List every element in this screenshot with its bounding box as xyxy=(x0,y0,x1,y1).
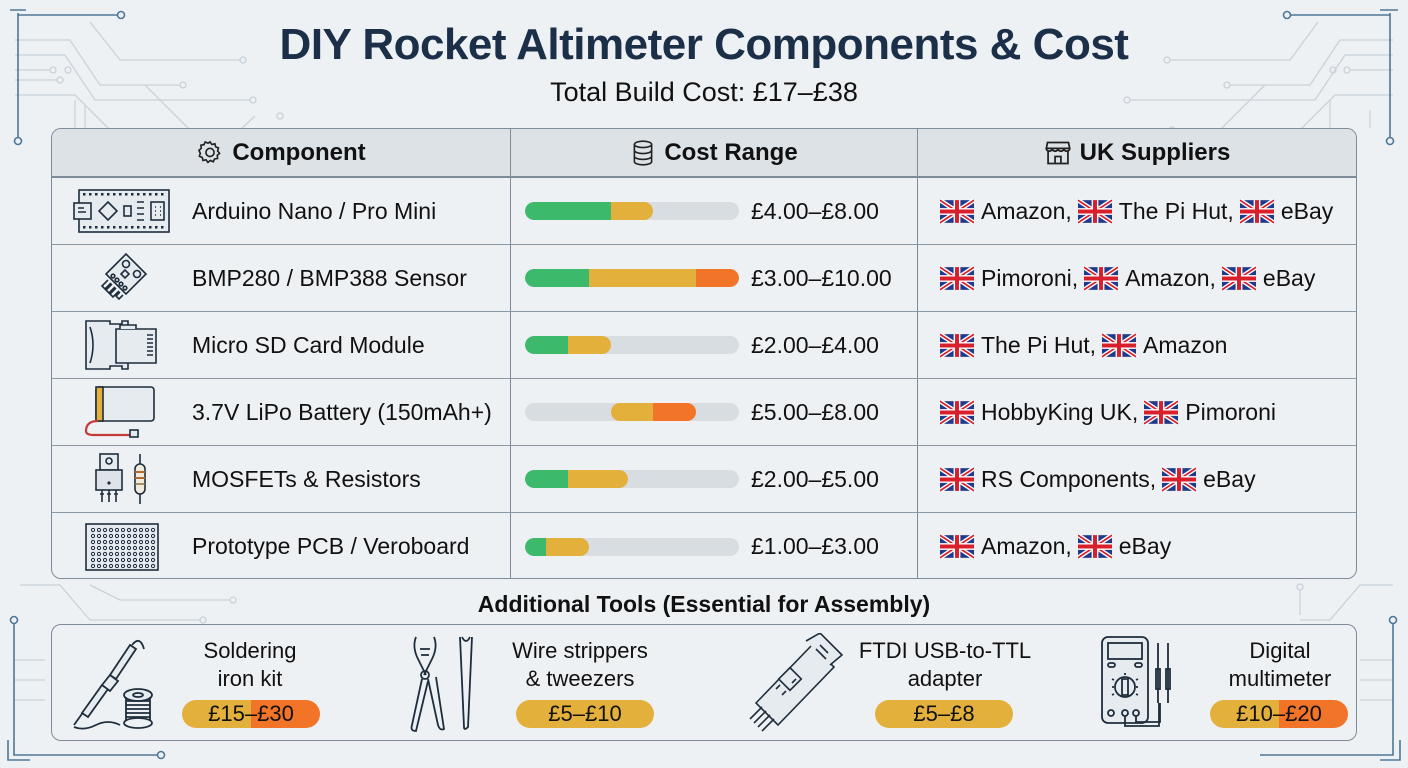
supplier-link[interactable]: Amazon xyxy=(1102,332,1227,359)
column-label: Component xyxy=(232,138,366,166)
uk-flag-icon xyxy=(1221,265,1256,291)
table-row: MOSFETs & Resistors £2.00–£5.00 RS Compo… xyxy=(52,446,1356,513)
column-header-uk-suppliers: UK Suppliers xyxy=(918,129,1356,176)
table-row: 3.7V LiPo Battery (150mAh+) £5.00–£8.00 … xyxy=(52,379,1356,446)
tool-label-line: Soldering xyxy=(203,638,297,663)
components-table: Component Cost Range UK Suppliers xyxy=(51,128,1357,579)
supplier-link[interactable]: HobbyKing UK, xyxy=(940,399,1138,426)
component-name: Micro SD Card Module xyxy=(192,331,425,358)
supplier-list: RS Components, eBay xyxy=(918,446,1356,512)
cost-range-value: £2.00–£4.00 xyxy=(751,331,879,358)
cost-range-bar xyxy=(525,202,739,220)
total-cost-subtitle: Total Build Cost: £17–£38 xyxy=(550,77,858,107)
cost-range-value: £1.00–£3.00 xyxy=(751,533,879,559)
supplier-link[interactable]: The Pi Hut, xyxy=(1077,198,1234,225)
pressure-sensor-icon xyxy=(100,252,148,301)
uk-flag-icon xyxy=(1077,198,1112,224)
tool-card: Soldering iron kit £15–£30 xyxy=(52,625,352,742)
cost-range-value: £2.00–£5.00 xyxy=(751,465,879,492)
tool-label-line: Wire strippers xyxy=(512,638,648,663)
price-badge: £5–£10 xyxy=(516,700,654,728)
supplier-link[interactable]: The Pi Hut, xyxy=(940,332,1096,359)
page-title: DIY Rocket Altimeter Components & Cost xyxy=(279,20,1129,69)
tool-label-line: adapter xyxy=(907,666,983,691)
column-label: Cost Range xyxy=(664,138,798,166)
table-header: Component Cost Range UK Suppliers xyxy=(52,129,1356,178)
supplier-list: The Pi Hut, Amazon xyxy=(918,312,1356,378)
uk-flag-icon xyxy=(940,198,974,224)
cost-range-value: £4.00–£8.00 xyxy=(751,197,879,224)
price-badge: £5–£8 xyxy=(875,700,1013,728)
uk-flag-icon xyxy=(940,534,974,559)
supplier-link[interactable]: eBay xyxy=(1239,198,1333,225)
wire-stripper-tweezers-icon xyxy=(410,636,473,732)
multimeter-icon xyxy=(1101,636,1171,727)
component-name: Prototype PCB / Veroboard xyxy=(192,533,470,559)
tool-label-line: FTDI USB-to-TTL xyxy=(858,638,1032,663)
supplier-list: HobbyKing UK, Pimoroni xyxy=(918,379,1356,445)
tools-panel: Soldering iron kit £15–£30 Wire stripper… xyxy=(51,624,1357,741)
supplier-link[interactable]: RS Components, xyxy=(940,466,1156,493)
lipo-battery-icon xyxy=(84,386,155,438)
tool-card: Digital multimeter £10–£20 xyxy=(1092,625,1358,742)
veroboard-icon xyxy=(85,522,159,571)
supplier-link[interactable]: eBay xyxy=(1162,466,1256,493)
uk-flag-icon xyxy=(940,399,974,425)
supplier-list: Pimoroni, Amazon, eBay xyxy=(918,245,1356,311)
cost-range-value: £3.00–£10.00 xyxy=(751,264,892,291)
tool-label-line: Digital xyxy=(1249,638,1311,663)
tool-card: FTDI USB-to-TTL adapter £5–£8 xyxy=(742,625,1042,742)
gear-icon xyxy=(198,140,222,163)
storefront-icon xyxy=(1044,141,1071,164)
uk-flag-icon xyxy=(1077,534,1112,559)
cost-range-bar xyxy=(525,269,739,287)
cost-range-bar xyxy=(525,403,739,421)
tool-card: Wire strippers & tweezers £5–£10 xyxy=(392,625,692,742)
table-row: BMP280 / BMP388 Sensor £3.00–£10.00 Pimo… xyxy=(52,245,1356,312)
tool-label-line: multimeter xyxy=(1228,666,1332,691)
ftdi-adapter-icon xyxy=(749,633,844,732)
tools-section-title: Additional Tools (Essential for Assembly… xyxy=(477,591,931,617)
supplier-link[interactable]: Pimoroni, xyxy=(940,265,1078,292)
cost-range-bar xyxy=(525,336,739,354)
cost-range-bar xyxy=(525,470,739,488)
column-header-component: Component xyxy=(52,129,511,176)
uk-flag-icon xyxy=(940,466,974,492)
table-row: Prototype PCB / Veroboard £1.00–£3.00 Am… xyxy=(52,513,1356,578)
supplier-link[interactable]: Amazon, xyxy=(940,198,1072,225)
soldering-iron-icon xyxy=(73,639,153,730)
component-name: Arduino Nano / Pro Mini xyxy=(192,197,437,224)
mosfet-resistor-icon xyxy=(95,453,146,504)
database-stack-icon xyxy=(633,139,653,166)
supplier-list: Amazon, eBay xyxy=(918,513,1356,578)
uk-flag-icon xyxy=(1162,466,1197,492)
component-name: 3.7V LiPo Battery (150mAh+) xyxy=(192,398,492,425)
tool-label-line: & tweezers xyxy=(525,666,635,691)
supplier-list: Amazon, The Pi Hut, eBay xyxy=(918,178,1356,244)
uk-flag-icon xyxy=(940,332,974,358)
supplier-link[interactable]: Pimoroni xyxy=(1144,399,1276,426)
supplier-link[interactable]: Amazon, xyxy=(940,533,1072,560)
table-row: Arduino Nano / Pro Mini £4.00–£8.00 Amaz… xyxy=(52,178,1356,245)
component-name: MOSFETs & Resistors xyxy=(192,465,421,492)
uk-flag-icon xyxy=(1102,332,1137,358)
uk-flag-icon xyxy=(1144,399,1179,425)
uk-flag-icon xyxy=(1084,265,1119,291)
supplier-link[interactable]: eBay xyxy=(1221,265,1315,292)
uk-flag-icon xyxy=(940,265,974,291)
component-name: BMP280 / BMP388 Sensor xyxy=(192,264,467,291)
cost-range-bar xyxy=(525,537,739,556)
arduino-board-icon xyxy=(73,189,170,233)
price-badge: £15–£30 xyxy=(182,700,320,728)
cost-range-value: £5.00–£8.00 xyxy=(751,398,879,425)
supplier-link[interactable]: eBay xyxy=(1077,533,1171,560)
tool-label-line: iron kit xyxy=(217,666,283,691)
uk-flag-icon xyxy=(1239,198,1274,224)
supplier-link[interactable]: Amazon, xyxy=(1084,265,1216,292)
price-badge: £10–£20 xyxy=(1210,700,1348,728)
column-label: UK Suppliers xyxy=(1079,138,1231,166)
table-row: Micro SD Card Module £2.00–£4.00 The Pi … xyxy=(52,312,1356,379)
column-header-cost-range: Cost Range xyxy=(511,129,918,176)
sd-card-module-icon xyxy=(85,320,157,370)
